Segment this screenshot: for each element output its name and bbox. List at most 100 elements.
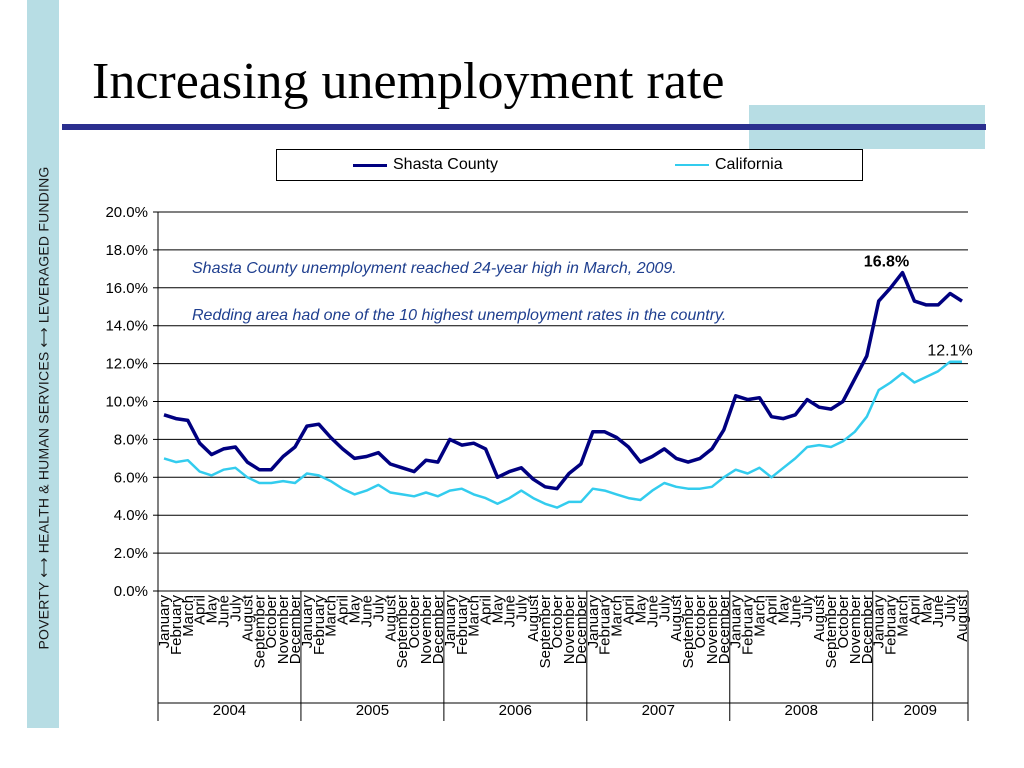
month-tick-label: March — [180, 595, 197, 637]
y-tick-label: 10.0% — [105, 394, 148, 411]
month-tick-label: May — [204, 595, 221, 624]
month-tick-label: July — [227, 595, 244, 622]
end-data-label: 12.1% — [927, 343, 972, 360]
month-tick-label: November — [704, 595, 721, 664]
y-tick-label: 16.0% — [105, 280, 148, 297]
y-tick-label: 12.0% — [105, 356, 148, 373]
month-tick-label: October — [406, 595, 423, 648]
year-label: 2008 — [785, 702, 818, 719]
legend-label-california: California — [715, 156, 783, 173]
month-tick-label: January — [442, 595, 459, 649]
month-tick-label: April — [621, 595, 638, 625]
month-tick-label: January — [728, 595, 745, 649]
year-label: 2006 — [499, 702, 532, 719]
month-tick-label: March — [752, 595, 769, 637]
month-tick-label: June — [787, 595, 804, 628]
y-tick-label: 2.0% — [114, 545, 148, 562]
peak-data-label: 16.8% — [864, 254, 909, 271]
month-tick-label: January — [585, 595, 602, 649]
month-tick-label: April — [906, 595, 923, 625]
month-tick-label: March — [894, 595, 911, 637]
month-tick-label: November — [561, 595, 578, 664]
annotation-top-10-rates: Redding area had one of the 10 highest u… — [192, 307, 726, 324]
month-tick-label: August — [382, 594, 399, 642]
legend-item-california: California — [675, 150, 783, 180]
month-tick-label: June — [501, 595, 518, 628]
month-tick-label: April — [192, 595, 209, 625]
y-tick-label: 20.0% — [105, 204, 148, 221]
month-tick-label: January — [871, 595, 888, 649]
month-tick-label: August — [525, 594, 542, 642]
month-tick-label: November — [418, 595, 435, 664]
month-tick-label: January — [299, 595, 316, 649]
year-label: 2004 — [213, 702, 246, 719]
month-tick-label: July — [370, 595, 387, 622]
month-tick-label: October — [549, 595, 566, 648]
year-label: 2009 — [904, 702, 937, 719]
month-tick-label: August — [239, 594, 256, 642]
month-tick-label: February — [311, 595, 328, 656]
legend-swatch-california — [675, 164, 709, 166]
month-tick-label: December — [573, 595, 590, 664]
month-tick-label: June — [644, 595, 661, 628]
month-tick-label: December — [430, 595, 447, 664]
y-tick-label: 18.0% — [105, 242, 148, 259]
month-tick-label: May — [775, 595, 792, 624]
legend-item-shasta: Shasta County — [353, 150, 498, 180]
chart-legend: Shasta County California — [276, 149, 863, 181]
month-tick-label: September — [251, 595, 268, 668]
month-tick-label: October — [692, 595, 709, 648]
y-tick-label: 0.0% — [114, 583, 148, 600]
month-tick-label: August — [954, 594, 971, 642]
month-tick-label: February — [597, 595, 614, 656]
month-tick-label: June — [358, 595, 375, 628]
month-tick-label: February — [168, 595, 185, 656]
series-line-california — [163, 360, 962, 509]
month-tick-label: February — [454, 595, 471, 656]
month-tick-label: July — [942, 595, 959, 622]
annotation-24-year-high: Shasta County unemployment reached 24-ye… — [192, 260, 677, 277]
month-tick-label: April — [763, 595, 780, 625]
month-tick-label: August — [668, 594, 685, 642]
title-underline — [62, 124, 986, 130]
month-tick-label: September — [823, 595, 840, 668]
month-tick-label: May — [632, 595, 649, 624]
y-tick-label: 8.0% — [114, 431, 148, 448]
month-tick-label: June — [930, 595, 947, 628]
month-tick-label: May — [918, 595, 935, 624]
month-tick-label: March — [323, 595, 340, 637]
month-tick-label: July — [656, 595, 673, 622]
month-tick-label: December — [716, 595, 733, 664]
month-tick-label: November — [275, 595, 292, 664]
y-tick-label: 14.0% — [105, 318, 148, 335]
legend-swatch-shasta — [353, 163, 387, 167]
y-tick-label: 4.0% — [114, 507, 148, 524]
month-tick-label: March — [466, 595, 483, 637]
month-tick-label: March — [609, 595, 626, 637]
month-tick-label: May — [489, 595, 506, 624]
series-line-shasta — [163, 270, 963, 491]
month-tick-label: September — [537, 595, 554, 668]
month-tick-label: May — [347, 595, 364, 624]
left-color-band — [27, 0, 59, 728]
month-tick-label: July — [513, 595, 530, 622]
month-tick-label: November — [847, 595, 864, 664]
month-tick-label: October — [263, 595, 280, 648]
month-tick-label: December — [287, 595, 304, 664]
month-tick-label: August — [811, 594, 828, 642]
slide-title: Increasing unemployment rate — [92, 53, 725, 110]
month-tick-label: July — [799, 595, 816, 622]
y-tick-label: 6.0% — [114, 469, 148, 486]
month-tick-label: June — [216, 595, 233, 628]
month-tick-label: December — [859, 595, 876, 664]
month-tick-label: April — [478, 595, 495, 625]
month-tick-label: September — [394, 595, 411, 668]
month-tick-label: February — [740, 595, 757, 656]
month-tick-label: September — [680, 595, 697, 668]
year-label: 2007 — [642, 702, 675, 719]
year-label: 2005 — [356, 702, 389, 719]
legend-label-shasta: Shasta County — [393, 156, 498, 173]
month-tick-label: October — [835, 595, 852, 648]
month-tick-label: January — [156, 595, 173, 649]
